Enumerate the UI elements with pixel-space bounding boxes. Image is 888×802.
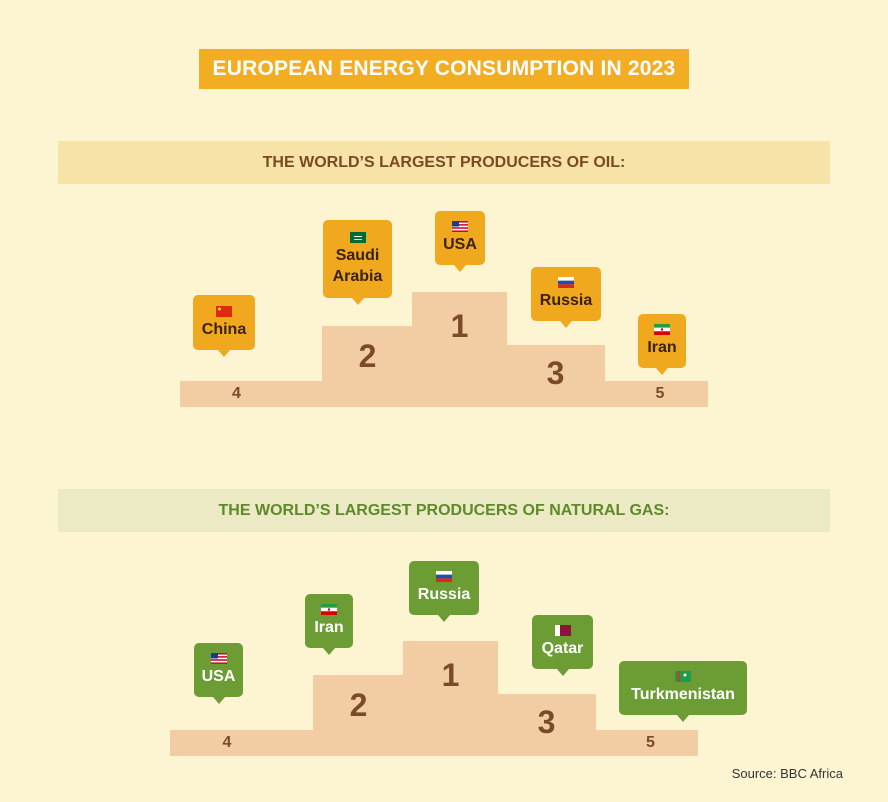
usa-flag-icon bbox=[210, 653, 227, 664]
gas-rank-5: 5 bbox=[646, 734, 655, 751]
gas-step-2: 2 bbox=[313, 675, 404, 756]
oil-rank-3: 3 bbox=[546, 355, 565, 391]
oil-producer-second: Saudi Arabia bbox=[323, 220, 392, 305]
saudi-arabia-flag-icon bbox=[349, 231, 366, 243]
qatar-flag-icon bbox=[554, 625, 571, 636]
oil-rank-2: 2 bbox=[358, 338, 377, 374]
turkmenistan-flag-icon bbox=[675, 671, 691, 682]
gas-producer-first-label: Russia bbox=[417, 586, 471, 603]
gas-producer-first: Russia bbox=[409, 561, 479, 622]
gas-producer-second-label: Iran bbox=[314, 619, 344, 636]
oil-producer-second-label-1: Saudi bbox=[335, 246, 380, 264]
oil-producer-first-label: USA bbox=[443, 236, 477, 253]
china-flag-icon bbox=[216, 305, 232, 317]
oil-producer-first: USA bbox=[435, 211, 485, 272]
oil-producer-fifth-label: Iran bbox=[647, 339, 677, 356]
gas-producer-second: Iran bbox=[305, 594, 353, 655]
gas-producer-fourth-label: USA bbox=[201, 668, 236, 685]
oil-producer-fourth: China bbox=[193, 295, 255, 357]
oil-producer-fifth: Iran bbox=[638, 314, 686, 375]
gas-step-3: 3 bbox=[497, 694, 596, 756]
iran-flag-icon bbox=[654, 324, 670, 335]
oil-producer-second-label-2: Arabia bbox=[332, 267, 383, 285]
russia-flag-icon bbox=[436, 571, 452, 582]
gas-producer-fifth-label: Turkmenistan bbox=[631, 686, 735, 703]
gas-step-4: 4 bbox=[170, 730, 314, 756]
oil-producer-third: Russia bbox=[531, 267, 601, 328]
gas-producer-fourth: USA bbox=[194, 643, 243, 704]
page-title: EUROPEAN ENERGY CONSUMPTION IN 2023 bbox=[199, 49, 689, 89]
gas-step-1: 1 bbox=[403, 641, 498, 756]
gas-rank-3: 3 bbox=[537, 704, 556, 740]
oil-rank-1: 1 bbox=[450, 308, 469, 344]
oil-step-4: 4 bbox=[180, 381, 323, 407]
oil-step-1: 1 bbox=[412, 292, 507, 407]
oil-heading: THE WORLD’S LARGEST PRODUCERS OF OIL: bbox=[58, 141, 830, 184]
gas-rank-4: 4 bbox=[222, 734, 232, 751]
oil-step-2: 2 bbox=[322, 326, 413, 407]
oil-rank-4: 4 bbox=[232, 385, 241, 402]
russia-flag-icon bbox=[558, 277, 574, 288]
oil-rank-5: 5 bbox=[655, 385, 665, 402]
oil-step-5: 5 bbox=[604, 381, 708, 407]
oil-step-3: 3 bbox=[506, 345, 605, 407]
gas-rank-1: 1 bbox=[441, 657, 460, 693]
iran-flag-icon bbox=[321, 604, 337, 615]
gas-producer-third-label: Qatar bbox=[541, 640, 584, 657]
oil-producer-third-label: Russia bbox=[539, 292, 593, 309]
gas-rank-2: 2 bbox=[349, 687, 368, 723]
gas-step-5: 5 bbox=[595, 730, 698, 756]
gas-producer-fifth: Turkmenistan bbox=[619, 661, 747, 722]
usa-flag-icon bbox=[452, 221, 468, 232]
gas-heading: THE WORLD’S LARGEST PRODUCERS OF NATURAL… bbox=[58, 489, 830, 532]
gas-producer-third: Qatar bbox=[532, 615, 593, 676]
source-credit: Source: BBC Africa bbox=[731, 766, 843, 781]
oil-producer-fourth-label: China bbox=[201, 320, 247, 338]
